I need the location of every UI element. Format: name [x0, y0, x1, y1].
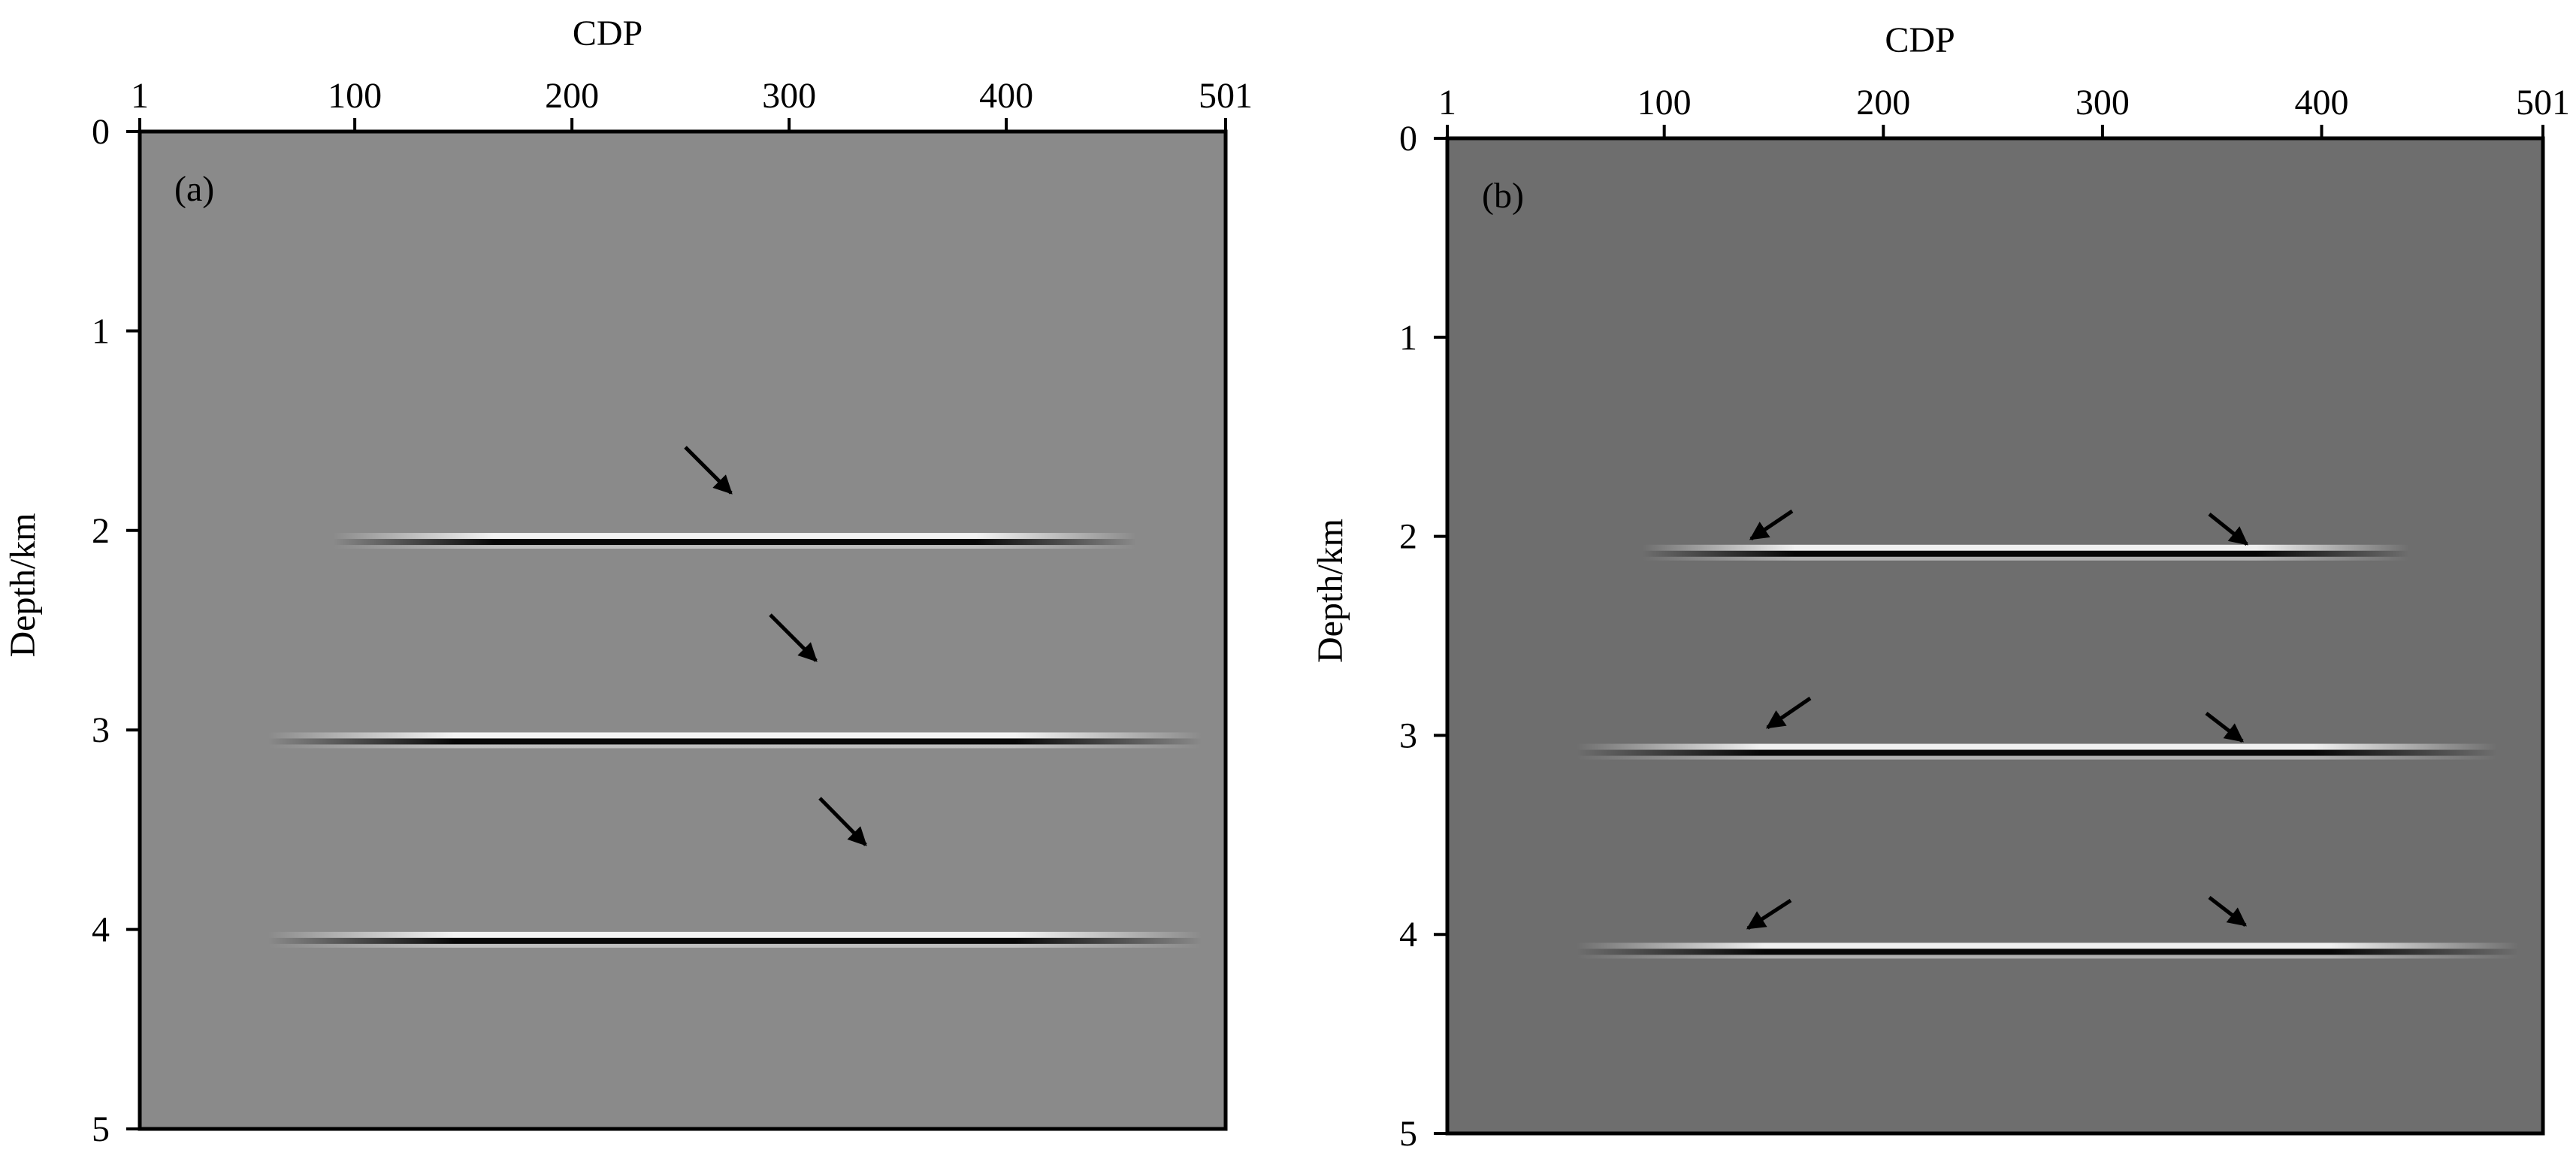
y-tick-label: 5	[92, 1109, 110, 1149]
x-axis-label: CDP	[1885, 20, 1955, 60]
y-tick-label: 4	[92, 910, 110, 950]
x-tick-label: 200	[1856, 83, 1910, 123]
reflector-white	[333, 545, 1137, 549]
reflector-black	[1577, 949, 2519, 955]
arrow	[684, 446, 733, 495]
x-tick-label: 300	[762, 76, 816, 116]
arrows	[684, 446, 2248, 930]
x-axis-label: CDP	[573, 14, 642, 53]
arrow	[769, 613, 818, 662]
arrow	[1749, 509, 1794, 541]
reflector-white	[1577, 955, 2519, 959]
arrow	[1765, 696, 1812, 730]
x-tick-label: 501	[2516, 83, 2570, 123]
y-tick-label: 0	[1399, 119, 1417, 159]
section-background	[1447, 138, 2543, 1133]
y-tick-label: 1	[92, 311, 110, 351]
reflector-white	[1577, 943, 2519, 949]
reflector-white	[268, 744, 1202, 749]
section-background	[140, 132, 1226, 1129]
reflector-black	[333, 539, 1137, 546]
reflector-white	[1577, 755, 2497, 760]
arrow	[1746, 898, 1792, 930]
x-tick-label: 100	[328, 76, 382, 116]
y-tick-label: 5	[1399, 1114, 1417, 1154]
y-tick-label: 4	[1399, 915, 1417, 955]
x-tick-label: 300	[2076, 83, 2130, 123]
reflector-white	[268, 732, 1202, 739]
plot-frame	[138, 129, 1228, 1131]
y-tick-label: 2	[92, 511, 110, 551]
x-tick-label: 400	[2294, 83, 2348, 123]
plot-frame	[1445, 136, 2545, 1136]
reflector-black	[1577, 749, 2497, 756]
reflector-white	[333, 533, 1137, 540]
y-tick-label: 3	[1399, 716, 1417, 755]
reflector-white	[268, 943, 1202, 948]
y-tick-label: 0	[92, 112, 110, 152]
reflector-black	[268, 738, 1202, 745]
x-tick-label: 200	[545, 76, 599, 116]
arrow	[2208, 896, 2247, 927]
y-tick-label: 1	[1399, 318, 1417, 358]
reflector-white	[1577, 743, 2497, 750]
x-tick-label: 1	[131, 76, 149, 116]
arrow	[2205, 712, 2244, 743]
panel-label: (b)	[1482, 176, 1524, 216]
reflector-white	[1642, 544, 2410, 551]
reflector-white	[1642, 556, 2410, 561]
x-tick-label: 1	[1438, 83, 1456, 123]
y-axis-label: Depth/km	[3, 513, 43, 658]
y-axis-label: Depth/km	[1311, 519, 1350, 663]
y-tick-label: 3	[92, 710, 110, 750]
reflector-black	[1642, 550, 2410, 557]
x-tick-label: 100	[1637, 83, 1692, 123]
arrow	[818, 797, 867, 846]
x-tick-label: 501	[1199, 76, 1253, 116]
x-tick-label: 400	[979, 76, 1033, 116]
y-tick-label: 2	[1399, 517, 1417, 557]
panel-label: (a)	[174, 169, 214, 209]
reflector-white	[268, 931, 1202, 938]
arrow	[2208, 513, 2248, 546]
reflector-black	[268, 937, 1202, 944]
